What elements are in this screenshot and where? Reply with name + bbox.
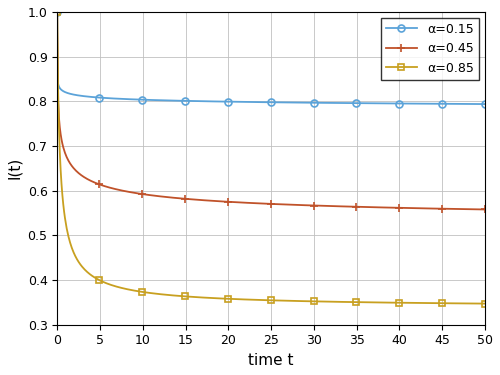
- α=0.85: [408, 301, 414, 305]
- α=0.85: [330, 300, 336, 304]
- α=0.15: [178, 99, 184, 103]
- α=0.45: [210, 199, 216, 203]
- α=0.45: [160, 194, 166, 199]
- Line: α=0.85: α=0.85: [54, 9, 488, 306]
- X-axis label: time t: time t: [248, 353, 294, 368]
- Line: α=0.45: α=0.45: [53, 8, 489, 214]
- α=0.85: [210, 296, 216, 300]
- α=0.15: [408, 101, 414, 106]
- Line: α=0.15: α=0.15: [54, 9, 488, 108]
- Legend: α=0.15, α=0.45, α=0.85: α=0.15, α=0.45, α=0.85: [380, 18, 479, 80]
- α=0.15: [54, 10, 60, 14]
- α=0.85: [160, 292, 166, 297]
- α=0.45: [54, 10, 60, 14]
- Y-axis label: I(t): I(t): [7, 157, 22, 180]
- α=0.45: [330, 204, 336, 209]
- α=0.15: [482, 102, 488, 106]
- α=0.45: [408, 206, 414, 210]
- α=0.85: [482, 302, 488, 306]
- α=0.45: [178, 196, 184, 201]
- α=0.45: [482, 207, 488, 212]
- α=0.15: [210, 99, 216, 104]
- α=0.15: [330, 101, 336, 105]
- α=0.15: [160, 98, 166, 103]
- α=0.45: [334, 204, 340, 209]
- α=0.85: [54, 10, 60, 14]
- α=0.85: [334, 300, 340, 304]
- α=0.85: [178, 294, 184, 298]
- α=0.15: [334, 101, 340, 105]
